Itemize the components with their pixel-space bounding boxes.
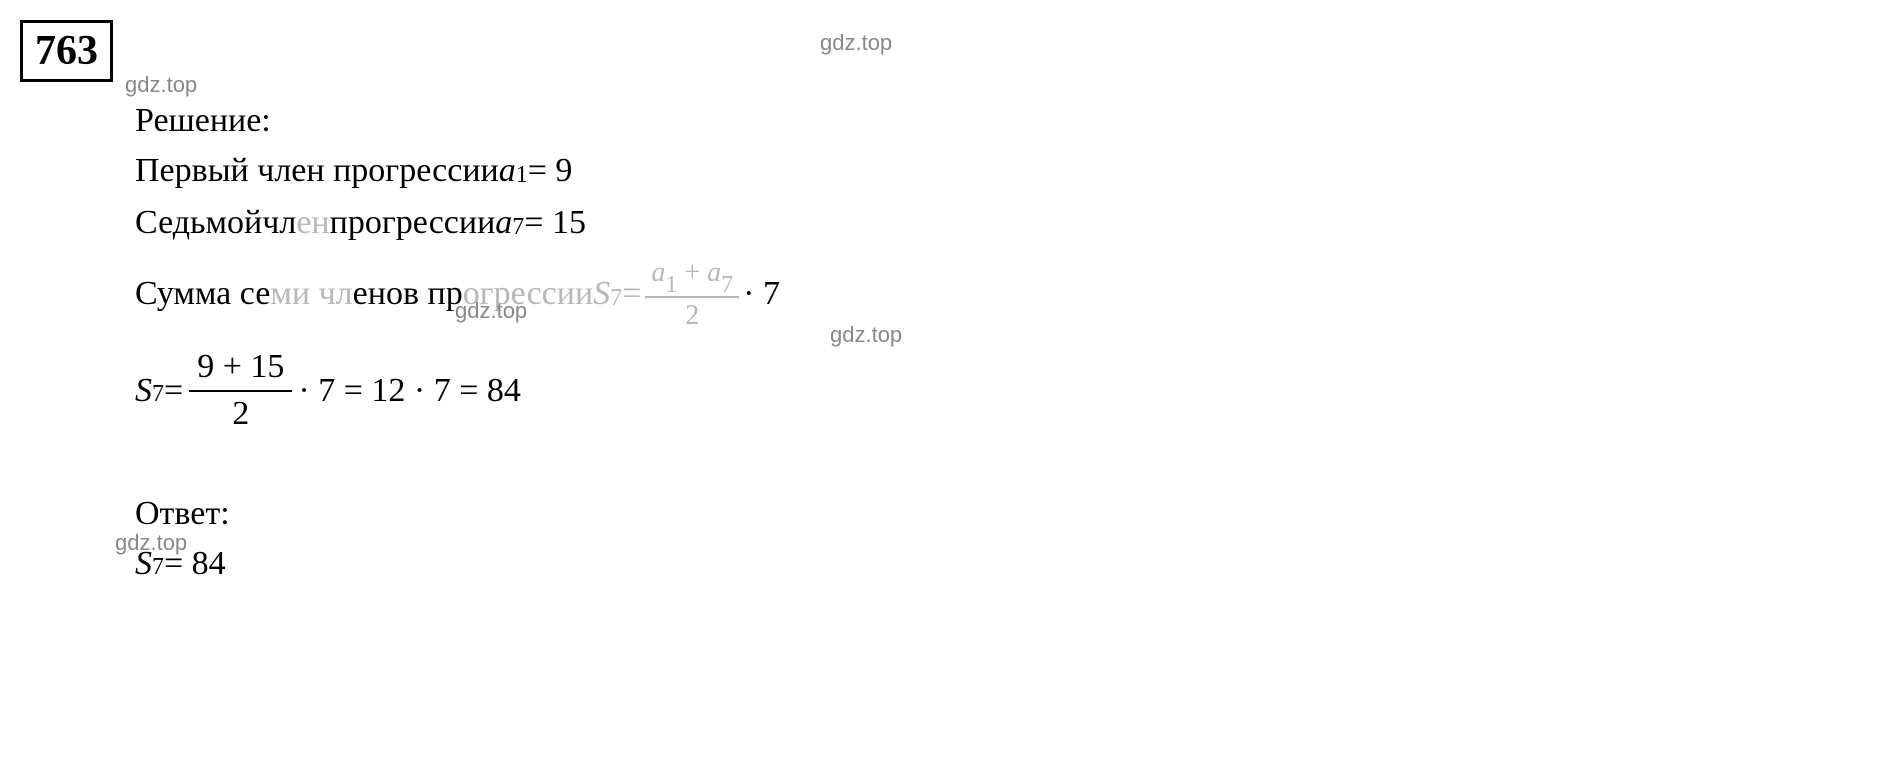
line2-var: a (495, 204, 512, 242)
line3-frac-sub1: 1 (665, 272, 677, 298)
formula-lhs-sub: 7 (152, 381, 164, 408)
formula-eq1: = (164, 372, 183, 410)
formula-frac-bottom: 2 (232, 392, 249, 435)
line3-text-b: ми чл (270, 275, 352, 313)
formula-frac-top: 9 + 15 (189, 347, 292, 392)
solution-line-1: Первый член прогрессии a 1 = 9 (135, 152, 1880, 190)
answer-sub: 7 (152, 554, 164, 581)
line1-eq: = 9 (528, 152, 573, 190)
line2-sub: 7 (512, 214, 524, 241)
line3-frac-sub2: 7 (721, 272, 733, 298)
line3-lhs-var: S (593, 275, 610, 313)
solution-line-2: Седьмой чл ен прогрессии a 7 = 15 (135, 204, 1880, 242)
line1-sub: 1 (516, 162, 528, 189)
formula-lhs-var: S (135, 372, 152, 410)
watermark-4: gdz.top (830, 322, 902, 348)
answer-label: Ответ: (135, 495, 1880, 533)
problem-number: 763 (35, 28, 98, 74)
line1-var: a (499, 152, 516, 190)
line3-text-a: Сумма се (135, 275, 270, 313)
line3-lhs-sub: 7 (610, 285, 622, 312)
line2-eq: = 15 (524, 204, 586, 242)
line2-text-c: ен (296, 204, 329, 242)
line3-frac-a1: a (651, 257, 665, 288)
watermark-1: gdz.top (820, 30, 892, 56)
line2-text-d: прогрессии (330, 204, 496, 242)
line3-fraction: a1 + a7 2 (645, 256, 739, 333)
line3-frac-top: a1 + a7 (645, 256, 739, 298)
answer-block: Ответ: S 7 = 84 (135, 495, 1880, 583)
line3-eq: = (622, 275, 641, 313)
line3-frac-bottom: 2 (685, 298, 699, 333)
formula-fraction: 9 + 15 2 (189, 347, 292, 435)
content-block: Решение: Первый член прогрессии a 1 = 9 … (135, 102, 1880, 583)
line1-text: Первый член прогрессии (135, 152, 499, 190)
line3-text-c: енов пр (353, 275, 463, 313)
answer-result: S 7 = 84 (135, 545, 1880, 583)
line2-text-a: Седьмой (135, 204, 262, 242)
watermark-2: gdz.top (125, 72, 197, 98)
watermark-3: gdz.top (455, 298, 527, 324)
solution-line-3: Сумма се ми чл енов пр огрессии S 7 = a1… (135, 256, 1880, 333)
formula-rest: · 7 = 12 · 7 = 84 (298, 372, 521, 410)
solution-formula: S 7 = 9 + 15 2 · 7 = 12 · 7 = 84 (135, 347, 1880, 435)
problem-number-box: 763 (20, 20, 113, 82)
watermark-5: gdz.top (115, 530, 187, 556)
line2-text-b: чл (262, 204, 296, 242)
line3-frac-a2: a (707, 257, 721, 288)
line3-frac-plus: + (677, 257, 707, 288)
line3-mult: · 7 (743, 275, 780, 313)
solution-label: Решение: (135, 102, 1880, 140)
